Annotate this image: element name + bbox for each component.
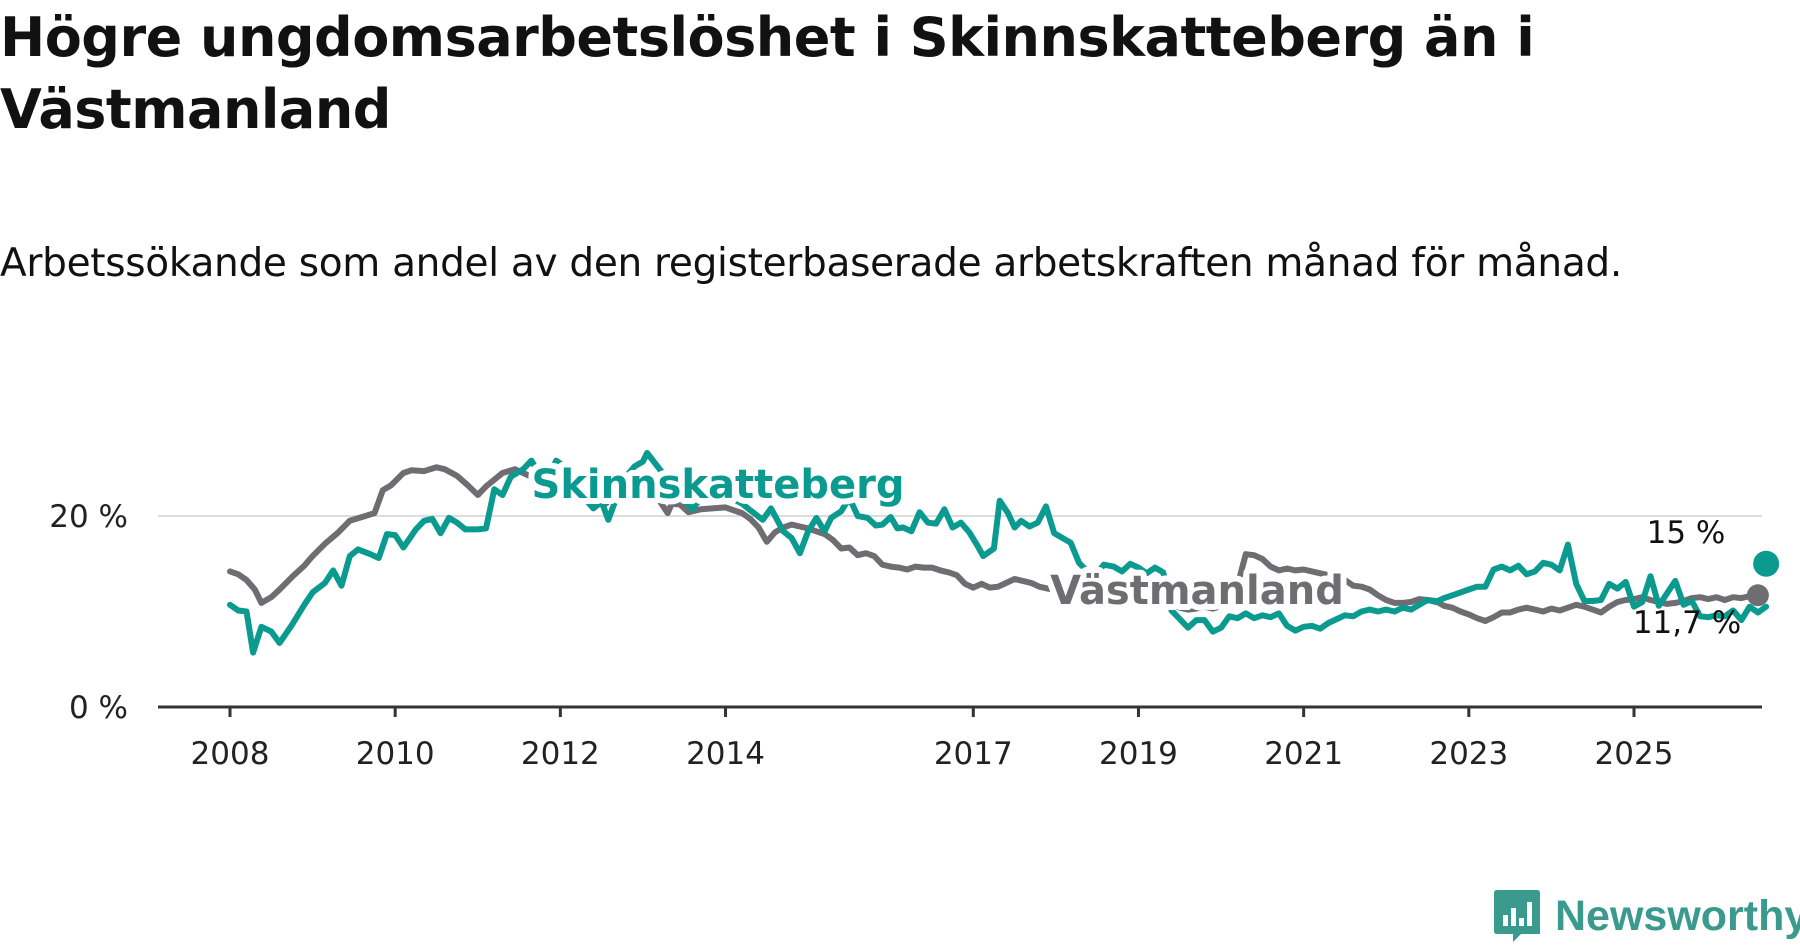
x-tick-label: 2023 [1429, 736, 1508, 772]
series-line-skinnskatteberg [227, 450, 1770, 656]
x-tick-label: 2025 [1595, 736, 1674, 772]
end-label-skinnskatteberg: 15 % [1647, 515, 1726, 551]
x-tick-label: 2008 [191, 736, 270, 772]
x-tick-label: 2010 [356, 736, 435, 772]
series-label-vastmanland-halo: Västmanland [1050, 568, 1344, 614]
x-tick-label: 2019 [1099, 736, 1178, 772]
x-tick-label: 2017 [934, 736, 1013, 772]
end-point-vastmanland [1746, 584, 1769, 607]
x-tick-label: 2012 [521, 736, 600, 772]
series-label-vastmanland: Västmanland [1050, 568, 1344, 614]
y-tick-label: 0 % [69, 690, 128, 726]
series-label-skinnskatteberg: Skinnskatteberg [532, 462, 905, 508]
newsworthy-logo[interactable]: Newsworthy [1493, 886, 1800, 946]
newsworthy-brand-icon [1494, 890, 1540, 942]
end-label-vastmanland: 11,7 % [1633, 605, 1741, 641]
end-point-skinnskatteberg [1753, 550, 1780, 577]
x-tick-label: 2021 [1264, 736, 1343, 772]
series-label-skinnskatteberg-halo: Skinnskatteberg [532, 462, 905, 508]
newsworthy-brand-name: Newsworthy [1555, 891, 1800, 940]
chart-subtitle: Arbetssökande som andel av den registerb… [0, 241, 1622, 286]
y-tick-label: 20 % [49, 499, 128, 535]
x-tick-label: 2014 [686, 736, 765, 772]
chart-title: Högre ungdomsarbetslöshet i Skinnskatteb… [0, 6, 1535, 141]
